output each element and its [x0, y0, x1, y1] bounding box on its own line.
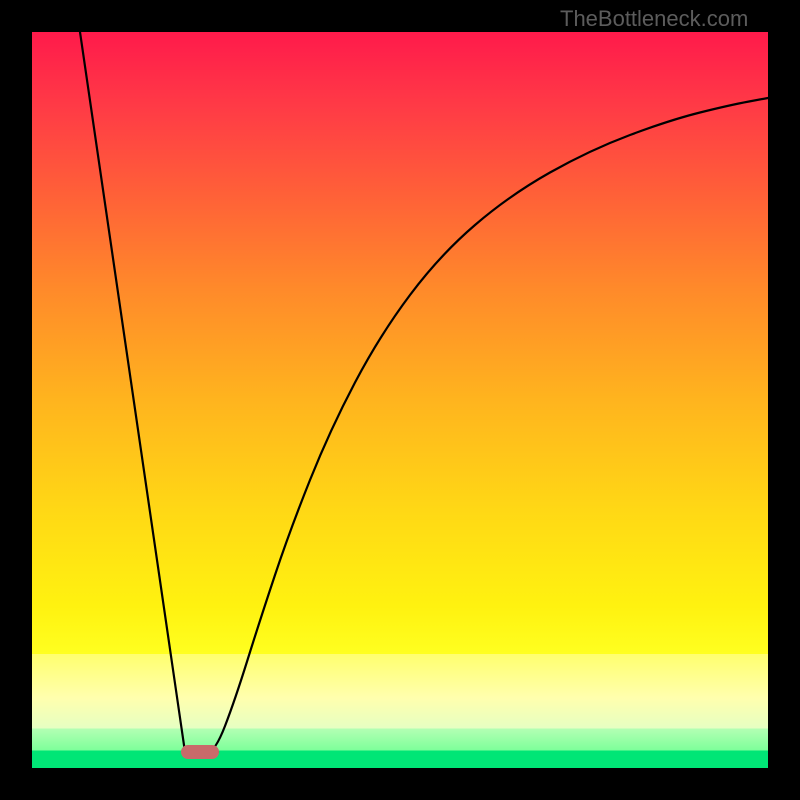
watermark: TheBottleneck.com [560, 6, 748, 32]
bottleneck-chart [0, 0, 800, 800]
optimal-marker [181, 745, 219, 759]
heat-gradient [32, 32, 768, 768]
